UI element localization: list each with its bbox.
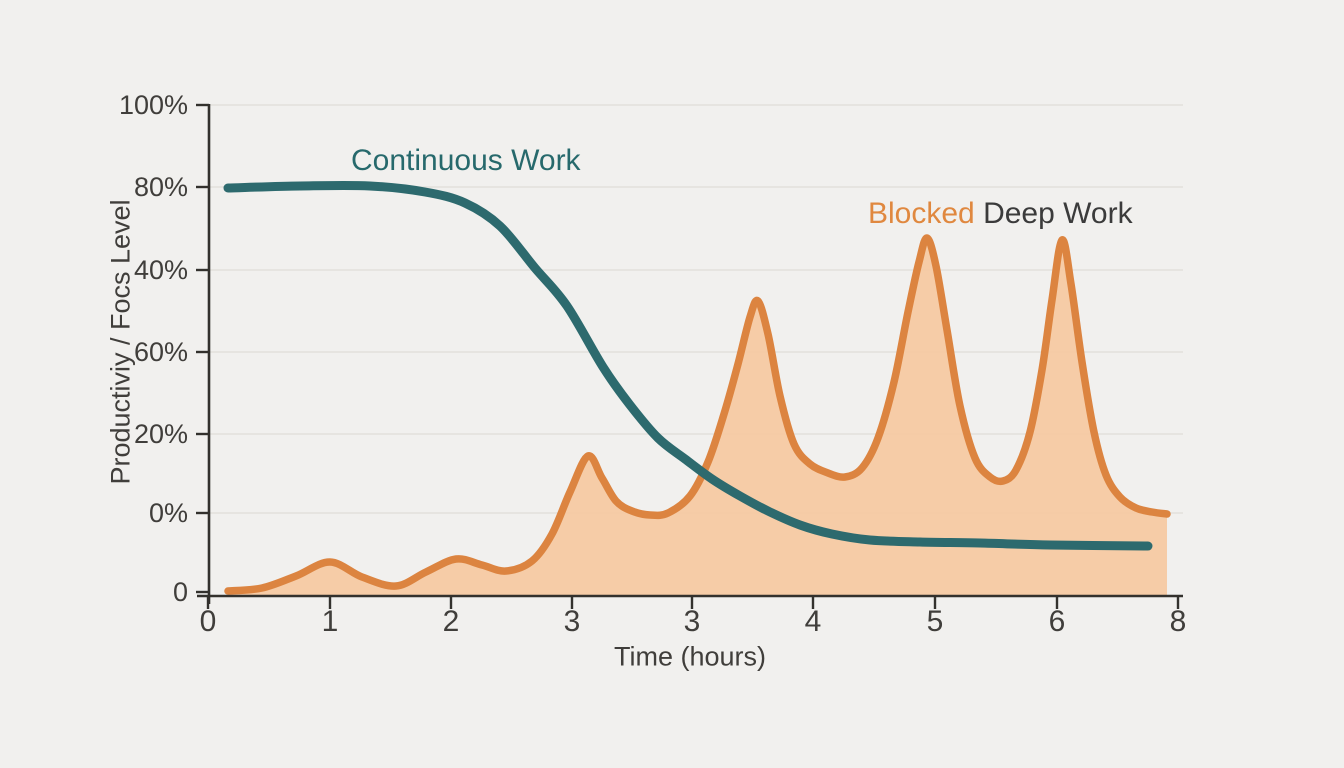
legend-blocked-highlight: Blocked bbox=[868, 197, 975, 230]
x-axis-title: Time (hours) bbox=[613, 641, 767, 672]
legend-deep-work-text: Deep Work bbox=[974, 197, 1133, 230]
y-axis-title: Productiviy / Focs Level bbox=[105, 199, 136, 485]
legend-blocked-deep-work: Blocked Deep Work bbox=[868, 197, 1133, 231]
continuous-work-line bbox=[223, 180, 1153, 551]
blocked-deep-work-line bbox=[224, 234, 1171, 595]
blocked-deep-work-area bbox=[228, 237, 1167, 596]
legend-continuous-work: Continuous Work bbox=[351, 144, 581, 177]
